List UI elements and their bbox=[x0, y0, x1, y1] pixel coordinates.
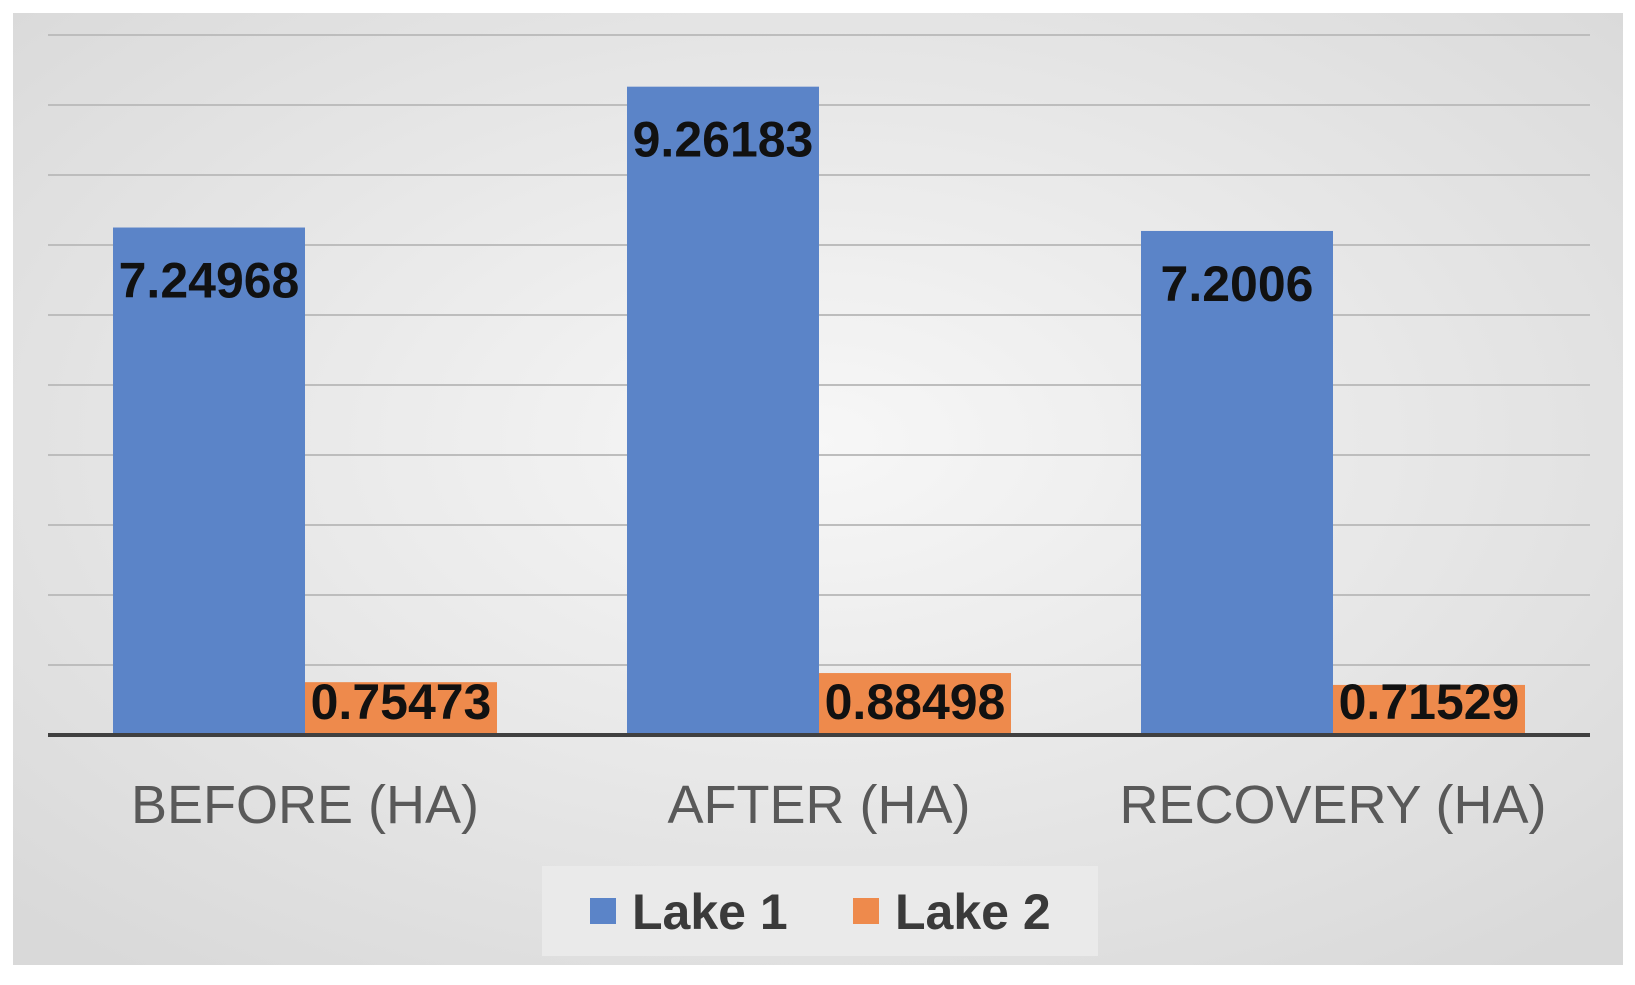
bar-1-2[interactable] bbox=[627, 86, 819, 736]
data-label: 7.24968 bbox=[119, 253, 300, 309]
bars bbox=[113, 86, 1525, 736]
legend-label: Lake 1 bbox=[632, 884, 788, 940]
bar-2-2[interactable] bbox=[819, 673, 1011, 735]
data-label: 0.75473 bbox=[311, 674, 492, 730]
data-label: 0.71529 bbox=[1339, 674, 1520, 730]
legend: Lake 1 Lake 2 bbox=[542, 866, 1098, 956]
category-label: RECOVERY (HA) bbox=[1119, 775, 1546, 835]
category-label: AFTER (HA) bbox=[668, 775, 971, 835]
bar-2-3[interactable] bbox=[1333, 684, 1525, 735]
category-label: BEFORE (HA) bbox=[131, 775, 479, 835]
data-label: 7.2006 bbox=[1161, 256, 1314, 312]
category-labels: BEFORE (HA) AFTER (HA) RECOVERY (HA) bbox=[131, 775, 1547, 835]
data-label: 9.26183 bbox=[633, 112, 814, 168]
legend-swatch bbox=[590, 898, 616, 924]
data-labels: 7.24968 0.75473 9.26183 0.88498 7.2006 0.7152… bbox=[119, 112, 1520, 730]
bar-2-1[interactable] bbox=[305, 682, 497, 735]
legend-box bbox=[542, 866, 1098, 956]
bar-1-3[interactable] bbox=[1141, 230, 1333, 735]
legend-swatch bbox=[853, 898, 879, 924]
legend-label: Lake 2 bbox=[895, 884, 1051, 940]
data-label: 0.88498 bbox=[825, 674, 1006, 730]
bar-1-1[interactable] bbox=[113, 227, 305, 735]
